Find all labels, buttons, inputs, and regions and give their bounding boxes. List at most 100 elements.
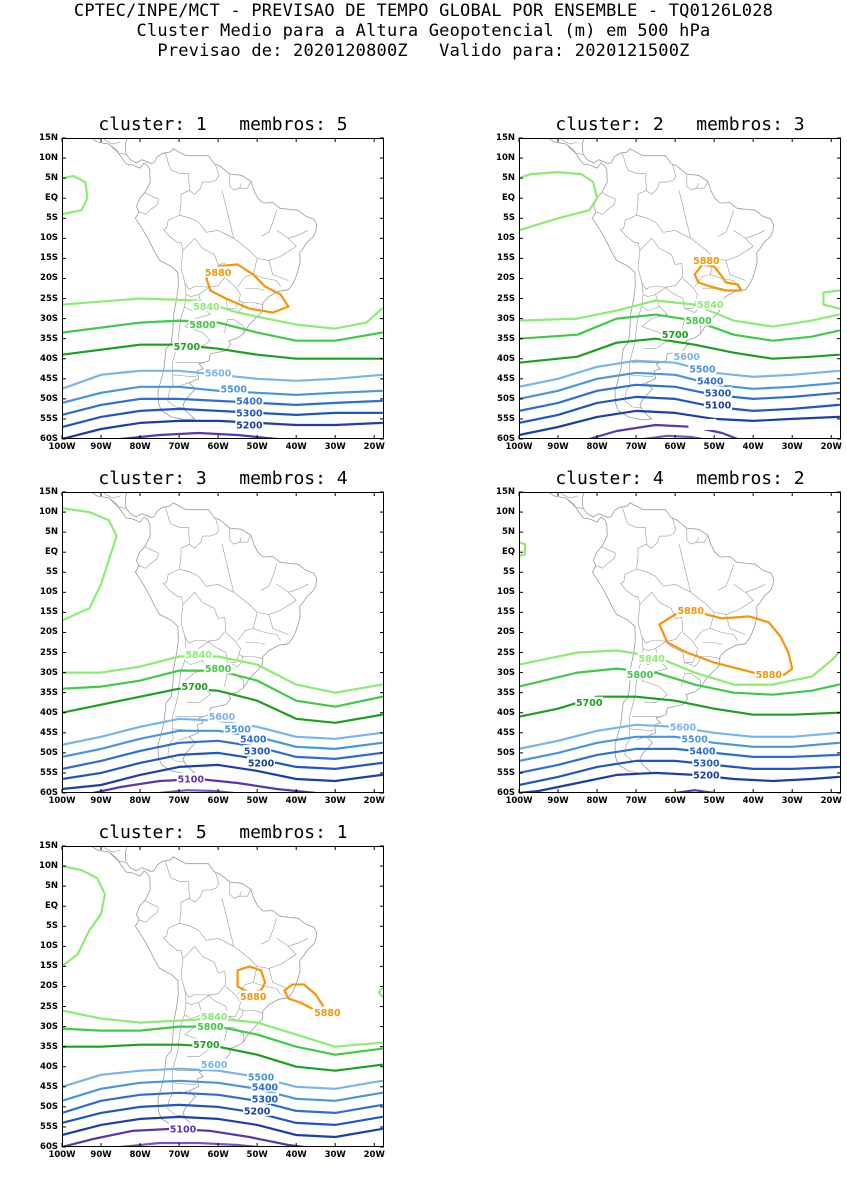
lat-tick-label: 60S (40, 788, 58, 798)
lat-tick-label: 60S (40, 434, 58, 444)
country-border (188, 164, 220, 195)
contour-label-background (692, 768, 721, 780)
contour-label-background (208, 710, 237, 722)
country-border (245, 642, 266, 645)
lat-tick-label: 35S (497, 687, 515, 698)
contour-label-5800: 5800 (685, 316, 712, 327)
contour-label-background (243, 1104, 272, 1116)
lat-tick-label: 45S (497, 727, 515, 738)
contour-label-background (313, 1006, 342, 1018)
contour-label-5500: 5500 (689, 364, 716, 375)
lat-tick-label: 55S (40, 413, 58, 424)
lat-tick-label: 40S (497, 353, 515, 364)
contour-line-5300 (519, 759, 841, 787)
contour-label-background (223, 722, 252, 734)
contour-line-5300 (62, 1103, 384, 1126)
country-border (229, 882, 242, 899)
lat-tick-label: 55S (40, 767, 58, 778)
country-border (103, 492, 121, 499)
contour-label-5880: 5880 (314, 1008, 341, 1019)
contour-label-5500: 5500 (224, 724, 251, 735)
country-border (636, 568, 664, 587)
country-border (560, 492, 578, 499)
contour-map: 5880 5840 5800 5700 5600 5500 5400 5300 5100 15N 1… (496, 134, 842, 452)
contour-label-5400: 5400 (236, 396, 263, 407)
country-border (665, 632, 698, 663)
contour-label-background (575, 696, 604, 708)
contour-line-5300 (62, 751, 384, 781)
country-border (642, 648, 656, 651)
contour-label-5880: 5880 (205, 268, 232, 279)
country-border (208, 632, 241, 663)
country-border (229, 528, 242, 545)
lat-tick-label: 15N (496, 487, 515, 497)
lat-tick-label: 15S (40, 961, 58, 972)
contour-label-5800: 5800 (189, 320, 216, 331)
contour-line-5400 (62, 739, 384, 770)
lat-tick-label: 40S (40, 1061, 58, 1072)
country-border (103, 846, 121, 853)
contour-label-5400: 5400 (697, 376, 724, 387)
lat-tick-label: 55S (497, 413, 515, 424)
cluster-panel-title: cluster: 2 membros: 3 (555, 114, 805, 135)
coastline-africa (383, 846, 384, 848)
lat-tick-label: 40S (40, 707, 58, 718)
country-border (698, 656, 720, 659)
country-border (641, 306, 660, 311)
lon-tick-label: 50W (246, 1150, 268, 1160)
contour-line-5840 (62, 655, 384, 694)
country-border (288, 938, 309, 947)
country-border (172, 1082, 197, 1086)
contour-label-background (235, 418, 264, 430)
contour-label-background (204, 662, 233, 674)
lat-tick-label: EQ (44, 901, 58, 912)
lat-tick-label: 5N (501, 527, 515, 538)
lon-tick-label: 70W (625, 796, 647, 806)
country-border (619, 153, 647, 269)
contour-line-5200 (519, 409, 841, 437)
contour-label-background (680, 732, 709, 744)
contour-label-background (243, 744, 272, 756)
map-frame (519, 492, 841, 793)
country-border (268, 260, 289, 281)
lon-tick-label: 100W (48, 442, 76, 452)
contour-label-background (172, 340, 201, 352)
lat-tick-label: EQ (44, 547, 58, 558)
contour-label-5200: 5100 (705, 400, 732, 411)
contour-map: 5840 5800 5700 5600 5500 5400 5300 5200 5100 15N 1… (39, 488, 385, 806)
lat-tick-label: 50S (497, 393, 515, 404)
contour-line-5300 (519, 395, 841, 424)
lon-tick-label: 40W (285, 796, 307, 806)
figure-title-line-3: Previsao de: 2020120800Z Valido para: 20… (157, 41, 690, 61)
lon-tick-label: 80W (586, 796, 608, 806)
lat-tick-label: 60S (497, 788, 515, 798)
contour-label-5880: 5880 (756, 670, 783, 681)
lat-tick-label: 20S (40, 273, 58, 284)
lat-tick-label: 10N (39, 153, 58, 164)
contour-line-5400 (519, 383, 841, 412)
lat-tick-label: 30S (497, 667, 515, 678)
country-border (288, 230, 309, 239)
lat-tick-label: 10S (40, 587, 58, 598)
contour-label-background (196, 1020, 225, 1032)
contour-label-5100: 5100 (170, 1124, 197, 1135)
country-border (624, 282, 644, 409)
country-border (253, 982, 281, 995)
contour-label-5600: 5600 (209, 712, 236, 723)
map-frame (62, 846, 384, 1147)
country-border (185, 294, 199, 297)
contour-label-background (239, 732, 268, 744)
figure-title-line-1: CPTEC/INPE/MCT - PREVISAO DE TEMPO GLOBA… (73, 1, 774, 21)
contour-label-background (192, 1038, 221, 1050)
lon-tick-label: 100W (505, 442, 533, 452)
contour-label-5700: 5700 (181, 682, 208, 693)
country-border (237, 966, 258, 995)
lat-tick-label: 35S (497, 333, 515, 344)
country-border (237, 258, 258, 287)
lat-tick-label: 45S (40, 1081, 58, 1092)
contour-label-5880: 5880 (693, 256, 720, 267)
contour-line-5500 (62, 385, 384, 404)
country-border (110, 145, 127, 155)
lat-tick-label: EQ (501, 193, 515, 204)
lat-tick-label: 15N (39, 133, 58, 143)
